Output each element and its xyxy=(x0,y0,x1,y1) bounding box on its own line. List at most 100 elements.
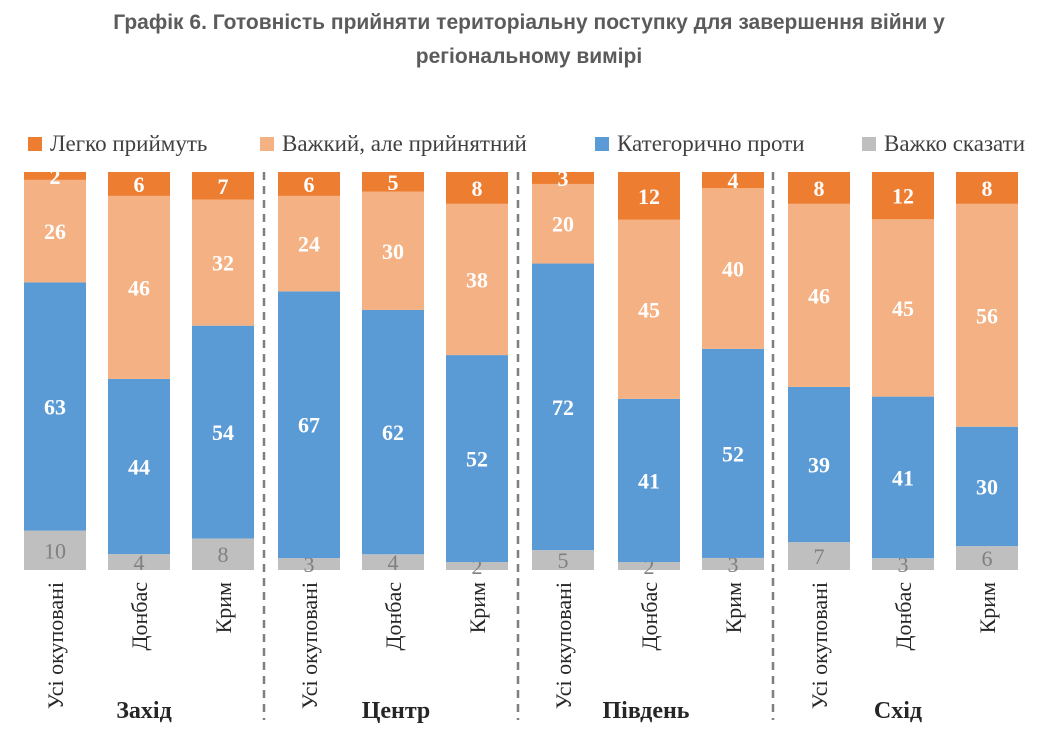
data-label: 63 xyxy=(44,394,66,419)
bar-segment xyxy=(192,538,254,570)
data-label: 62 xyxy=(382,420,404,445)
bar-segment xyxy=(872,396,934,559)
data-label: 39 xyxy=(808,453,830,478)
data-label: 54 xyxy=(212,420,234,445)
data-label: 30 xyxy=(976,474,998,499)
bar-segment xyxy=(532,183,594,264)
data-label: 8 xyxy=(218,542,229,567)
data-label: 7 xyxy=(814,544,825,569)
category-label: Донбас xyxy=(381,582,406,651)
category-label: Усі окуповані xyxy=(807,582,832,709)
bar-segment xyxy=(362,309,424,555)
data-label: 7 xyxy=(218,174,229,199)
bar-segment xyxy=(446,562,508,570)
category-label: Усі окуповані xyxy=(43,582,68,709)
bar-segment xyxy=(108,172,170,196)
bar-segment xyxy=(702,557,764,570)
chart-legend: Легко приймуть Важкий, але прийнятний Кате… xyxy=(28,131,1058,161)
bar-segment xyxy=(788,172,850,204)
data-label: 4 xyxy=(388,550,399,575)
data-label: 52 xyxy=(466,447,488,472)
data-label: 56 xyxy=(976,303,998,328)
bar-segment xyxy=(24,530,86,570)
bar-segment xyxy=(618,172,680,220)
bar-segment xyxy=(702,172,764,189)
data-label: 5 xyxy=(388,170,399,195)
bar-segment xyxy=(362,191,424,310)
data-label: 41 xyxy=(892,465,914,490)
bar-segment xyxy=(618,219,680,399)
category-label: Усі окуповані xyxy=(551,582,576,709)
bar-segment xyxy=(618,562,680,570)
legend-label: Важкий, але прийнятний xyxy=(282,131,527,156)
data-label: 45 xyxy=(638,297,660,322)
data-label: 4 xyxy=(134,550,145,575)
bar-segment xyxy=(278,195,340,292)
bar-segment xyxy=(872,558,934,570)
bar-segment xyxy=(278,558,340,570)
data-label: 26 xyxy=(44,219,66,244)
category-label: Крим xyxy=(465,582,490,633)
data-label: 8 xyxy=(982,176,993,201)
bar-segment xyxy=(108,378,170,555)
data-label: 52 xyxy=(722,441,744,466)
data-label: 10 xyxy=(44,538,66,563)
data-label: 3 xyxy=(898,552,909,577)
bar-segment xyxy=(618,398,680,563)
data-label: 6 xyxy=(304,172,315,197)
chart-title: Графік 6. Готовність прийняти територіал… xyxy=(0,6,1058,74)
data-label: 2 xyxy=(472,554,483,579)
data-label: 2 xyxy=(50,164,61,189)
bar-segment xyxy=(788,203,850,387)
category-label: Крим xyxy=(721,582,746,633)
data-label: 46 xyxy=(808,283,830,308)
data-label: 4 xyxy=(728,168,739,193)
bar-segment xyxy=(872,172,934,220)
legend-label: Важко сказати xyxy=(884,131,1025,156)
bar-segment xyxy=(956,203,1018,427)
legend-swatch xyxy=(260,137,274,151)
data-label: 20 xyxy=(552,212,574,237)
legend-swatch xyxy=(28,137,42,151)
bar-segment xyxy=(108,195,170,379)
bar-segment xyxy=(24,172,86,180)
bar-segment xyxy=(532,263,594,551)
category-label: Донбас xyxy=(891,582,916,651)
bar-segment xyxy=(446,203,508,356)
data-label: 8 xyxy=(472,176,483,201)
bar-segment xyxy=(362,554,424,570)
legend-label: Категорично проти xyxy=(617,131,805,156)
data-label: 8 xyxy=(814,176,825,201)
data-label: 72 xyxy=(552,395,574,420)
data-label: 46 xyxy=(128,275,150,300)
bar-segment xyxy=(702,348,764,558)
data-label: 2 xyxy=(644,554,655,579)
chart-title-line-1: Графік 6. Готовність прийняти територіал… xyxy=(113,11,945,34)
data-label: 41 xyxy=(638,468,660,493)
bar-segment xyxy=(278,291,340,559)
bar-segment xyxy=(788,386,850,543)
bar-segment xyxy=(192,325,254,539)
region-label: Схід xyxy=(874,698,922,724)
data-label: 38 xyxy=(466,267,488,292)
data-label: 44 xyxy=(128,455,150,480)
legend-label: Легко приймуть xyxy=(50,131,208,156)
bar-segment xyxy=(108,554,170,570)
bar-segment xyxy=(362,172,424,192)
bar-segment xyxy=(532,172,594,184)
category-label: Донбас xyxy=(637,582,662,651)
data-label: 6 xyxy=(134,172,145,197)
data-label: 5 xyxy=(558,548,569,573)
data-label: 30 xyxy=(382,239,404,264)
legend-item: Категорично проти xyxy=(595,131,805,157)
data-label: 45 xyxy=(892,296,914,321)
legend-item: Важко сказати xyxy=(862,131,1025,157)
data-label: 32 xyxy=(212,251,234,276)
data-label: 3 xyxy=(728,552,739,577)
category-label: Крим xyxy=(975,582,1000,633)
data-label: 12 xyxy=(892,184,914,209)
region-label: Центр xyxy=(362,698,431,724)
bar-segment xyxy=(956,172,1018,204)
bar-segment xyxy=(532,550,594,570)
